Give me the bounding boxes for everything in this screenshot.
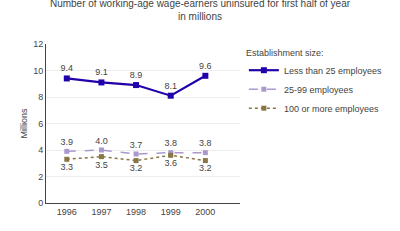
svg-text:2: 2 [38,172,43,182]
svg-text:3.3: 3.3 [61,162,74,172]
svg-text:8: 8 [38,92,43,102]
svg-text:9.4: 9.4 [61,63,74,73]
svg-text:10: 10 [33,66,43,76]
svg-text:1999: 1999 [161,207,181,217]
svg-text:2000: 2000 [195,207,215,217]
svg-text:9.1: 9.1 [95,67,108,77]
svg-text:1997: 1997 [91,207,111,217]
svg-text:3.8: 3.8 [199,138,212,148]
svg-text:9.6: 9.6 [199,61,212,71]
svg-text:Establishment size:: Establishment size: [246,48,324,58]
svg-text:3.6: 3.6 [164,158,177,168]
svg-text:3.2: 3.2 [199,163,212,173]
svg-text:0: 0 [38,198,43,208]
svg-text:6: 6 [38,119,43,129]
svg-text:3.5: 3.5 [95,160,108,170]
svg-text:25-99 employees: 25-99 employees [284,85,354,95]
svg-text:3.8: 3.8 [164,138,177,148]
svg-text:Number of working-age wage-ear: Number of working-age wage-earners unins… [50,0,351,22]
svg-text:8.1: 8.1 [164,81,177,91]
svg-text:1998: 1998 [126,207,146,217]
svg-text:12: 12 [33,39,43,49]
svg-text:4: 4 [38,145,43,155]
svg-text:100 or more employees: 100 or more employees [284,104,379,114]
svg-text:Millions: Millions [19,108,29,139]
svg-text:Less than 25 employees: Less than 25 employees [284,66,382,76]
svg-text:3.2: 3.2 [130,163,143,173]
svg-text:4.0: 4.0 [95,136,108,146]
svg-text:3.9: 3.9 [61,137,74,147]
svg-text:8.9: 8.9 [130,70,143,80]
svg-text:1996: 1996 [57,207,77,217]
svg-text:3.7: 3.7 [130,140,143,150]
